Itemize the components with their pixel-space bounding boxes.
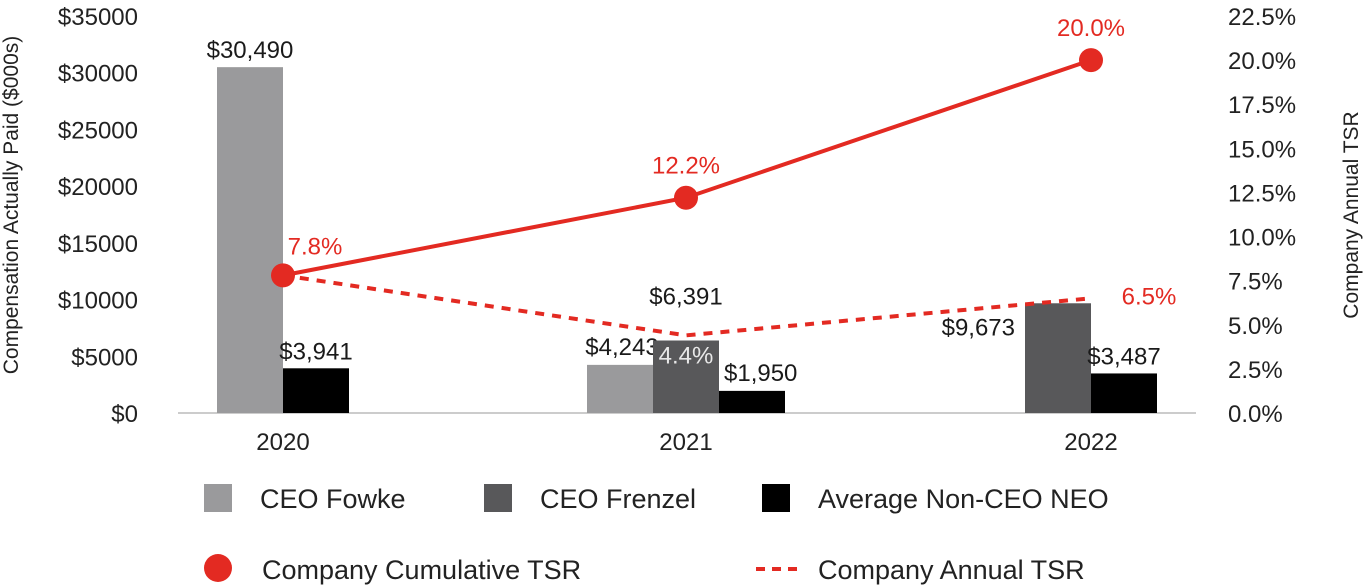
y2-axis-title: Company Annual TSR <box>1340 111 1363 318</box>
y-axis-title: Compensation Actually Paid ($000s) <box>0 36 23 375</box>
left-tick-label: $35000 <box>58 4 138 31</box>
left-tick-label: $10000 <box>58 288 138 315</box>
right-tick-label: 0.0% <box>1228 401 1283 428</box>
bar-ceo-frenzel <box>1025 303 1091 413</box>
left-tick-label: $25000 <box>58 117 138 144</box>
bar-average-non-ceo-neo <box>719 390 785 413</box>
bar-ceo-fowke <box>217 67 283 414</box>
bar-average-non-ceo-neo <box>1091 373 1157 413</box>
right-tick-label: 22.5% <box>1228 4 1296 31</box>
x-tick-label: 2020 <box>256 429 309 456</box>
right-tick-label: 2.5% <box>1228 357 1283 384</box>
left-tick-label: $5000 <box>71 344 138 371</box>
legend-swatch <box>762 484 790 512</box>
line-value-label: 7.8% <box>288 233 343 260</box>
bar-average-non-ceo-neo <box>283 368 349 413</box>
bar-value-label: $3,487 <box>1087 343 1160 370</box>
bar-ceo-frenzel <box>653 340 719 413</box>
bar-value-label: $3,941 <box>279 338 352 365</box>
left-tick-label: $20000 <box>58 174 138 201</box>
x-tick-label: 2021 <box>659 429 712 456</box>
right-tick-label: 10.0% <box>1228 225 1296 252</box>
bar-ceo-fowke <box>587 364 653 413</box>
left-tick-label: $15000 <box>58 231 138 258</box>
left-tick-label: $30000 <box>58 61 138 88</box>
legend-swatch <box>484 484 512 512</box>
right-tick-label: 17.5% <box>1228 92 1296 119</box>
right-tick-label: 15.0% <box>1228 136 1296 163</box>
legend-label: Company Cumulative TSR <box>262 555 581 585</box>
right-tick-label: 7.5% <box>1228 269 1283 296</box>
legend-label: Company Annual TSR <box>818 555 1085 585</box>
bar-value-label: $6,391 <box>649 284 722 311</box>
line-value-label: 6.5% <box>1122 283 1177 310</box>
bar-value-label: $9,673 <box>942 314 1015 341</box>
legend-label: CEO Frenzel <box>540 484 696 514</box>
right-tick-label: 12.5% <box>1228 180 1296 207</box>
line-value-label: 20.0% <box>1057 15 1125 42</box>
tsr-marker <box>674 185 698 210</box>
right-tick-label: 20.0% <box>1228 48 1296 75</box>
bar-value-label: $1,950 <box>724 360 797 387</box>
x-tick-label: 2022 <box>1064 429 1117 456</box>
bar-value-label: $4,243 <box>585 334 658 361</box>
right-tick-label: 5.0% <box>1228 313 1283 340</box>
line-value-label: 4.4% <box>659 342 714 369</box>
legend-swatch <box>204 484 232 512</box>
legend-marker <box>204 554 232 582</box>
line-value-label: 12.2% <box>652 153 720 180</box>
legend-label: CEO Fowke <box>260 484 406 514</box>
tsr-marker <box>1079 48 1103 73</box>
bar-value-label: $30,490 <box>207 37 294 64</box>
left-tick-label: $0 <box>111 401 138 428</box>
legend-label: Average Non-CEO NEO <box>818 484 1109 514</box>
